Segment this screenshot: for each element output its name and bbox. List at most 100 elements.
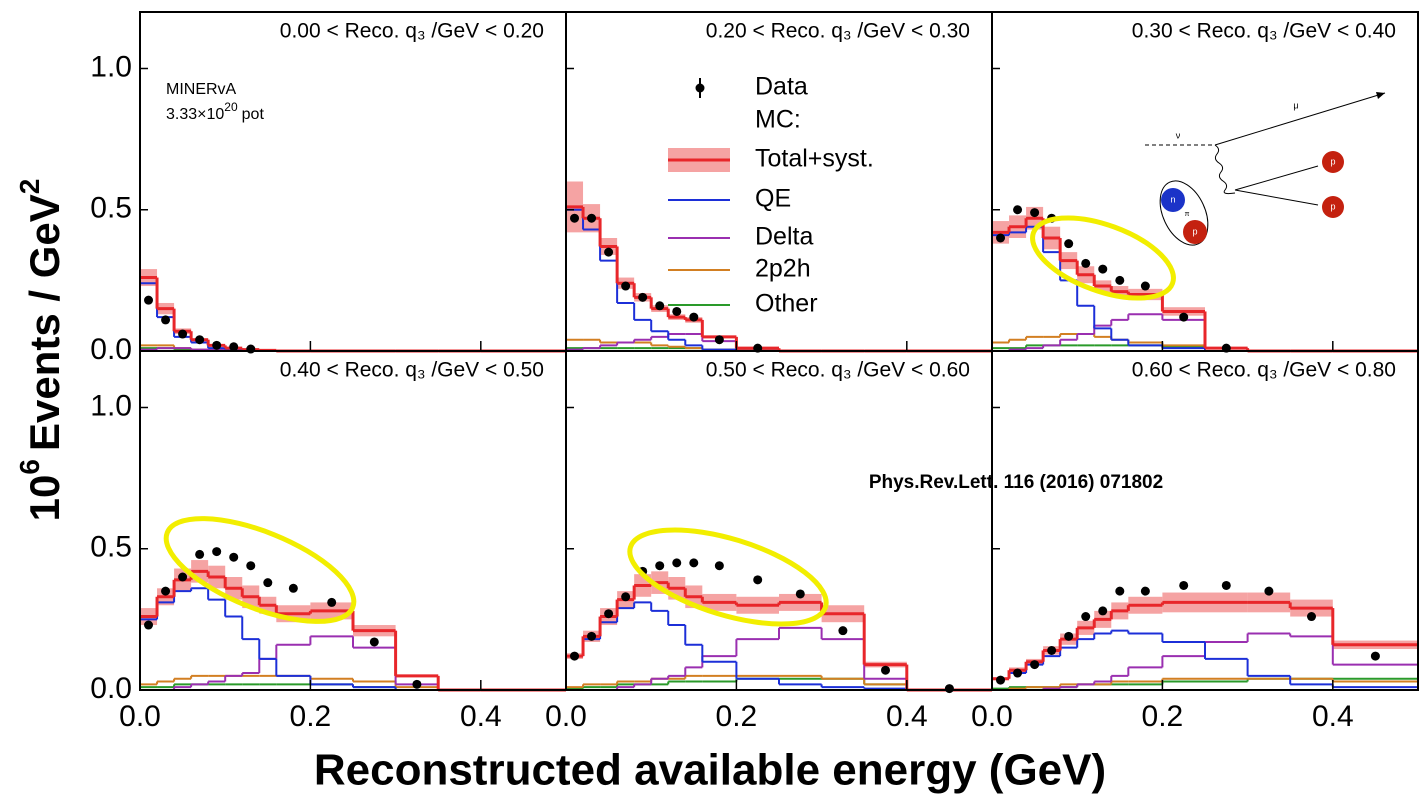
y-tick-label: 0.5	[90, 192, 132, 225]
legend: MC: Data Total+syst. QE Delta 2p2h Other	[668, 73, 874, 318]
legend-label: Delta	[755, 223, 813, 251]
highlight-ellipse	[163, 516, 357, 624]
experiment-label: MINERvA	[166, 81, 237, 98]
data-point	[714, 561, 724, 571]
data-point	[1115, 275, 1125, 285]
data-point	[1179, 580, 1189, 590]
data-point	[638, 292, 648, 302]
data-point	[1030, 208, 1040, 218]
legend-marker	[695, 83, 705, 93]
data-point	[1081, 258, 1091, 268]
proton-line	[1234, 165, 1319, 191]
panel-title: 0.00 < Reco. q₃ /GeV < 0.20	[280, 20, 544, 43]
diagram-label: p	[1330, 201, 1335, 211]
data-point	[655, 561, 665, 571]
x-tick-label: 0.2	[1142, 700, 1184, 733]
data-point	[178, 572, 188, 582]
y-label-part: Events / GeV	[21, 194, 68, 451]
data-point	[587, 631, 597, 641]
data-point	[753, 575, 763, 585]
data-point	[229, 552, 239, 562]
data-point	[1098, 264, 1108, 274]
data-point	[1081, 612, 1091, 622]
w-boson	[1214, 144, 1236, 195]
data-point	[1370, 651, 1380, 661]
proton	[1322, 196, 1344, 218]
data-point	[1307, 612, 1316, 622]
panel: 0.0 0.2 0.4 0.50 < Reco. q₃ /GeV < 0.60	[545, 350, 993, 733]
diagram-label: p	[1192, 226, 1197, 236]
proton	[1183, 220, 1207, 244]
data-point	[212, 547, 222, 557]
panel-frame	[139, 11, 567, 352]
data-point	[1013, 668, 1023, 678]
exposure-unit: pot	[242, 106, 265, 123]
panel: 0.30 < Reco. q₃ /GeV < 0.40	[991, 11, 1419, 353]
exposure-label: 3.33×1020 pot	[166, 100, 264, 123]
panel-frame	[991, 350, 1419, 691]
diagram-label: n	[1170, 194, 1175, 204]
data-point	[944, 684, 954, 694]
proton-line	[1234, 189, 1319, 206]
y-tick-label: 0.0	[90, 672, 132, 705]
data-point	[412, 679, 422, 689]
plot-area: 0.00.51.00.00 < Reco. q₃ /GeV < 0.20 0.20…	[90, 11, 1419, 733]
feynman-diagram: ν μ p p n p π	[1145, 92, 1386, 246]
data-point	[1221, 580, 1231, 590]
diagram-label: ν	[1176, 130, 1181, 140]
data-point	[212, 340, 222, 350]
x-tick-label: 0.2	[290, 700, 332, 733]
data-point	[1047, 645, 1057, 655]
y-label-part: 10	[21, 475, 68, 522]
data-point	[246, 344, 256, 354]
data-point	[604, 609, 614, 619]
panel: 0.0 0.2 0.4 0.60 < Reco. q₃ /GeV < 0.80	[971, 350, 1419, 733]
highlight-ellipse	[1030, 215, 1176, 301]
muon-line	[1214, 92, 1386, 146]
panel-title: 0.30 < Reco. q₃ /GeV < 0.40	[1132, 20, 1396, 43]
data-point	[1140, 281, 1150, 291]
legend-label: Total+syst.	[755, 145, 874, 173]
nucleus	[1159, 180, 1209, 246]
x-tick-label: 0.0	[545, 700, 587, 733]
panel-title: 0.60 < Reco. q₃ /GeV < 0.80	[1132, 359, 1396, 382]
y-tick-label: 1.0	[90, 50, 132, 83]
y-label-sup: 2	[14, 179, 45, 195]
data-point	[229, 342, 239, 352]
x-tick-label: 0.0	[971, 700, 1013, 733]
y-label-sup: 6	[14, 459, 45, 475]
data-point	[161, 586, 171, 596]
diagram-label: p	[1330, 156, 1335, 166]
data-point	[1264, 586, 1274, 596]
y-tick-label: 1.0	[90, 389, 132, 422]
data-point	[570, 213, 580, 223]
panel: 0.0 0.5 1.0 0.0 0.2 0.4 0.40 < Reco. q₃ /GeV <…	[90, 350, 567, 733]
data-point	[246, 561, 256, 571]
diagram-label: μ	[1293, 100, 1298, 110]
data-point	[714, 335, 724, 345]
data-point	[672, 306, 682, 316]
data-point	[178, 329, 188, 339]
highlight-ellipse	[627, 527, 829, 627]
data-point	[1013, 205, 1023, 215]
arrow-head	[1376, 92, 1385, 99]
diagram-label: π	[1185, 211, 1190, 218]
panel-title: 0.20 < Reco. q₃ /GeV < 0.30	[706, 20, 970, 43]
legend-heading: MC:	[755, 106, 801, 134]
data-point	[144, 295, 154, 305]
data-point	[689, 312, 699, 322]
x-tick-label: 0.4	[460, 700, 502, 733]
data-point	[996, 233, 1006, 243]
neutron	[1161, 188, 1185, 212]
data-point	[996, 675, 1006, 685]
x-tick-label: 0.0	[119, 700, 161, 733]
data-point	[881, 665, 890, 675]
data-point	[795, 589, 805, 599]
y-axis-label: 106 Events / GeV2	[14, 179, 68, 522]
data-point	[195, 335, 205, 345]
data-point	[161, 315, 171, 325]
data-point	[604, 247, 614, 257]
panel: 0.0 0.5 1.0 0.00 < Reco. q₃ /GeV < 0.20	[90, 11, 567, 366]
